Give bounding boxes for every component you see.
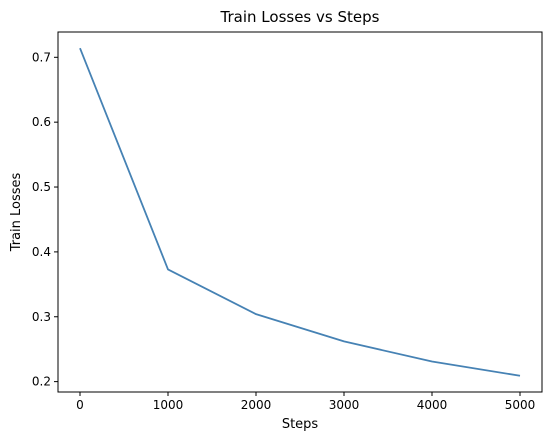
plot-frame [57, 31, 543, 393]
y-axis-label: Train Losses [9, 172, 24, 252]
x-tick-label: 4000 [417, 398, 448, 412]
x-tick-label: 2000 [241, 398, 272, 412]
y-tick-label: 0.2 [32, 375, 51, 389]
y-tick-label: 0.7 [32, 50, 51, 64]
y-tick-label: 0.4 [32, 245, 51, 259]
x-tick-label: 3000 [329, 398, 360, 412]
plot-area: 0 1000 2000 3000 4000 5000 0.2 0.3 0.4 0.5 0.6 0.7 [32, 31, 543, 412]
x-tick-label: 0 [76, 398, 84, 412]
x-tick-label: 5000 [505, 398, 536, 412]
series-line [79, 47, 521, 377]
y-tick-label: 0.6 [32, 115, 51, 129]
chart-title: Train Losses vs Steps [220, 8, 380, 26]
x-tick-label: 1000 [153, 398, 184, 412]
x-axis-label: Steps [282, 417, 319, 432]
y-tick-label: 0.3 [32, 310, 51, 324]
y-tick-label: 0.5 [32, 180, 51, 194]
